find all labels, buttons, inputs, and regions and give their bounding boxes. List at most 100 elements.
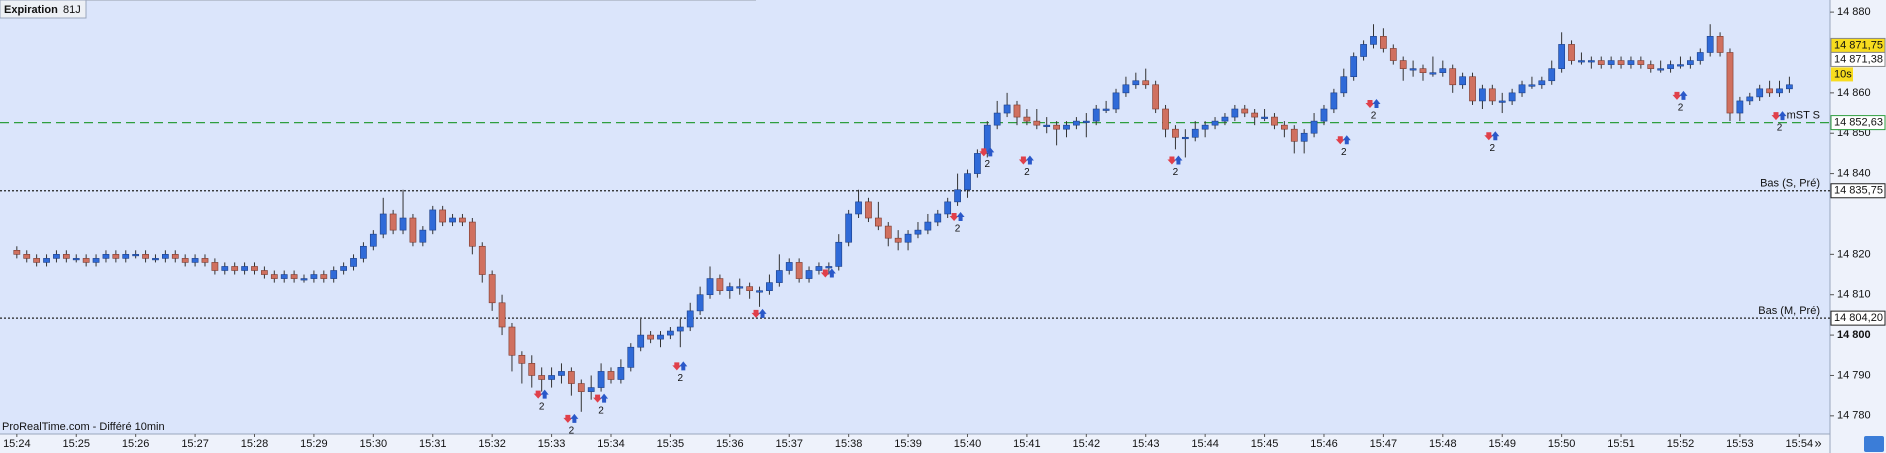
candle-body — [756, 290, 763, 293]
candle-body — [251, 266, 258, 271]
candle-body — [1370, 36, 1377, 45]
candle-body — [1231, 108, 1239, 118]
candle-body — [805, 270, 813, 279]
candle-body — [597, 371, 605, 388]
candle-body — [607, 371, 615, 380]
candle-body — [1419, 68, 1427, 73]
candle-body — [825, 266, 833, 269]
candle-body — [617, 367, 625, 380]
candle-body — [1271, 116, 1278, 126]
candle-body — [954, 189, 961, 203]
candle-body — [1191, 128, 1199, 138]
candle-body — [1389, 48, 1397, 61]
candle-body — [1122, 84, 1130, 94]
level-name: mST S — [1787, 110, 1820, 122]
signal-down — [563, 414, 573, 423]
candle-body — [1053, 124, 1060, 130]
candle-body — [1261, 116, 1268, 119]
candle-body — [518, 354, 526, 364]
candle-body — [459, 217, 466, 223]
signal-up — [1174, 155, 1183, 165]
candle-body — [488, 274, 496, 304]
candle-body — [1082, 120, 1090, 123]
candle-body — [429, 209, 437, 231]
candle-body — [13, 250, 21, 255]
candle-body — [874, 217, 882, 227]
signal-up — [827, 268, 836, 278]
candle-body — [1696, 52, 1704, 61]
candle-body — [974, 153, 981, 174]
candle-body — [964, 173, 971, 191]
x-tick-label: 15:52 — [1667, 438, 1695, 450]
candle-body — [399, 217, 407, 231]
candle-body — [379, 213, 387, 235]
signal-down — [1018, 156, 1028, 165]
x-tick-label: 15:24 — [3, 438, 31, 450]
candle-body — [1063, 124, 1070, 130]
candle-body — [300, 278, 308, 281]
candle-body — [1172, 128, 1179, 138]
candle-body — [1013, 104, 1021, 118]
x-tick-label: 15:46 — [1310, 438, 1338, 450]
scroll-button[interactable]: » — [1814, 435, 1821, 450]
x-tick-label: 15:28 — [241, 438, 269, 450]
candle-body — [676, 326, 684, 332]
x-tick-label: 15:51 — [1607, 438, 1635, 450]
candle-body — [538, 375, 546, 380]
candle-body — [201, 258, 209, 263]
x-tick-label: 15:35 — [657, 438, 685, 450]
candle-body — [1073, 120, 1080, 126]
candle-body — [1786, 84, 1793, 90]
candle-body — [211, 262, 219, 271]
candle-body — [944, 201, 952, 215]
candle-body — [191, 258, 199, 263]
candle-body — [845, 213, 853, 243]
x-tick-label: 15:29 — [300, 438, 328, 450]
candle-body — [389, 213, 397, 231]
candle-body — [261, 270, 268, 275]
candle-body — [528, 363, 536, 376]
candle-body — [1488, 88, 1496, 102]
x-tick-label: 15:40 — [954, 438, 982, 450]
candle-body — [1211, 120, 1219, 126]
candle-body — [112, 254, 120, 259]
signal-down — [820, 269, 830, 278]
signal-label: 2 — [985, 159, 991, 170]
candle-body — [122, 254, 130, 259]
candle-body — [72, 258, 80, 261]
candle-body — [1578, 60, 1585, 63]
candle-body — [558, 371, 565, 376]
candle-body — [1776, 88, 1783, 94]
candle-body — [82, 258, 90, 263]
candle-body — [1112, 92, 1120, 110]
candle-body — [568, 371, 575, 384]
signal-label: 2 — [1777, 123, 1783, 134]
candle-body — [1320, 108, 1328, 122]
candle-body — [1736, 100, 1744, 114]
x-tick-label: 15:47 — [1370, 438, 1398, 450]
candle-body — [766, 282, 773, 291]
zoom-button[interactable] — [1864, 436, 1884, 452]
candle-body — [181, 258, 189, 263]
signal-up — [540, 389, 549, 399]
x-tick-label: 15:31 — [419, 438, 447, 450]
candle-body — [1380, 36, 1387, 49]
x-tick-label: 15:41 — [1013, 438, 1041, 450]
candle-body — [23, 254, 31, 259]
x-tick-label: 15:25 — [62, 438, 90, 450]
candle-body — [171, 254, 179, 259]
x-tick-label: 15:36 — [716, 438, 744, 450]
candle-body — [290, 274, 298, 279]
candle-body — [340, 266, 347, 271]
candle-body — [1241, 108, 1249, 114]
candle-body — [1647, 64, 1655, 69]
candle-body — [1508, 92, 1516, 102]
signal-up — [1372, 98, 1381, 108]
x-tick-label: 15:30 — [360, 438, 388, 450]
candle-body — [894, 237, 902, 243]
candle-body — [231, 266, 239, 271]
signal-down — [1167, 156, 1177, 165]
candle-body — [1152, 84, 1160, 110]
signal-label: 2 — [1678, 103, 1684, 114]
